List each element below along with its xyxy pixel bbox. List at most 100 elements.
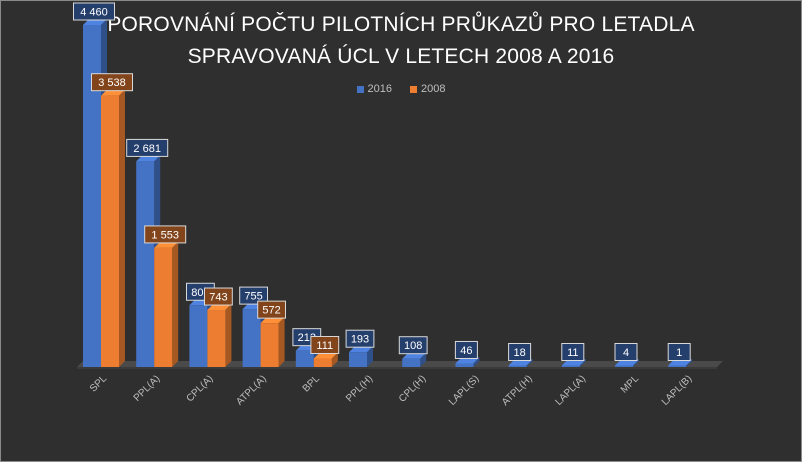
data-label-box: [310, 335, 340, 354]
bar-front-face: [295, 350, 314, 367]
data-label-text: 755: [244, 291, 262, 303]
data-label-text: 18: [513, 347, 525, 359]
legend: 2016 2008: [1, 83, 801, 95]
data-label-2008-ATPL(A): 572: [257, 300, 287, 319]
bar-side-face: [331, 352, 338, 367]
data-label-box: [144, 225, 187, 244]
legend-item-2016: 2016: [356, 83, 392, 95]
chart-floor: [77, 361, 723, 367]
data-label-2008-PPL(A): 1 553: [144, 225, 187, 244]
x-tick-label-CPL(A): CPL(A): [185, 373, 216, 404]
bar-side-face: [526, 359, 533, 367]
bar-front-face: [207, 310, 226, 367]
chart-title-line-2: SPRAVOVANÁ ÚCL V LETECH 2008 A 2016: [187, 45, 615, 68]
data-label-box: [239, 286, 268, 305]
data-label-text: 1 553: [151, 229, 179, 241]
data-label-box: [398, 336, 428, 355]
bar-side-face: [686, 359, 693, 367]
bar-front-face: [260, 323, 279, 367]
bar-front-face: [154, 247, 173, 367]
chart-floor-edge: [77, 367, 717, 369]
data-label-2008-CPL(A): 743: [204, 287, 233, 306]
data-label-box: [204, 287, 233, 306]
bar-side-face: [119, 89, 125, 368]
data-label-2016-PPL(A): 2 681: [126, 138, 169, 157]
data-label-2016-MPL: 4: [614, 343, 638, 361]
data-label-box: [561, 343, 585, 361]
bar-side-face: [278, 317, 285, 367]
data-label-text: 2 681: [133, 143, 161, 155]
bar-front-face: [615, 365, 633, 367]
legend-label-2008: 2008: [421, 83, 446, 95]
data-label-2016-PPL(H): 193: [345, 329, 375, 348]
data-label-2016-ATPL(A): 755: [239, 286, 268, 305]
bar-front-face: [313, 358, 332, 367]
x-tick-label-CPL(H): CPL(H): [397, 373, 428, 404]
data-label-text: 1: [676, 347, 682, 359]
data-label-text: 11: [567, 347, 578, 359]
data-label-box: [257, 300, 287, 319]
data-label-text: 108: [404, 340, 422, 352]
data-label-box: [345, 329, 375, 348]
data-label-text: 743: [209, 292, 227, 304]
x-tick-label-PPL(H): PPL(H): [344, 373, 375, 404]
bar-2008-CPL(A): [207, 304, 232, 367]
x-tick-label-LAPL(A): LAPL(A): [553, 373, 588, 408]
bar-front-face: [83, 25, 101, 367]
data-label-box: [614, 343, 638, 361]
data-label-text: 111: [316, 340, 333, 352]
x-tick-label-SPL: SPL: [88, 373, 109, 394]
x-tick-label-MPL: MPL: [619, 373, 642, 396]
bar-side-face: [473, 357, 480, 367]
x-tick-label-LAPL(S): LAPL(S): [447, 373, 482, 408]
bar-front-face: [242, 309, 261, 367]
data-label-2008-SPL: 3 538: [91, 73, 133, 92]
bar-2008-SPL: [101, 89, 125, 368]
bar-front-face: [349, 352, 367, 367]
bar-side-face: [172, 241, 179, 367]
data-label-2016-LAPL(B): 1: [667, 343, 691, 361]
x-tick-label-BPL: BPL: [301, 373, 322, 394]
x-tick-label-ATPL(A): ATPL(A): [234, 373, 268, 407]
legend-swatch-2008: [410, 85, 417, 93]
bar-front-face: [101, 95, 119, 368]
bar-side-face: [367, 346, 373, 367]
data-label-2016-LAPL(S): 46: [454, 340, 478, 359]
bar-front-face: [189, 305, 208, 367]
data-label-box: [126, 138, 169, 157]
data-label-box: [508, 343, 532, 361]
bar-2016-PPL(H): [349, 346, 373, 367]
bar-side-face: [579, 359, 586, 367]
bar-front-face: [561, 365, 580, 367]
bar-front-face: [402, 358, 421, 367]
x-tick-label-LAPL(B): LAPL(B): [660, 373, 695, 408]
bar-front-face: [455, 363, 474, 367]
legend-label-2016: 2016: [367, 83, 392, 95]
data-label-2016-ATPL(H): 18: [508, 343, 532, 361]
data-label-box: [73, 2, 115, 21]
bar-side-face: [633, 359, 639, 367]
data-label-2016-LAPL(A): 11: [561, 343, 585, 361]
legend-item-2008: 2008: [410, 83, 445, 95]
data-label-box: [91, 73, 133, 92]
bar-front-face: [508, 365, 527, 367]
data-label-box: [454, 340, 478, 359]
bar-side-face: [225, 304, 232, 367]
bar-front-face: [136, 161, 155, 367]
legend-swatch-2016: [356, 85, 364, 93]
data-label-text: 4: [623, 347, 629, 359]
chart-title-line-1: POROVNÁNÍ POČTU PILOTNÍCH PRŮKAZŮ PRO LE…: [107, 13, 695, 36]
x-tick-label-ATPL(H): ATPL(H): [500, 373, 535, 408]
data-label-2016-CPL(H): 108: [398, 336, 428, 355]
data-label-text: 3 538: [98, 77, 126, 89]
data-label-2016-SPL: 4 460: [73, 2, 115, 21]
bar-front-face: [668, 365, 687, 367]
data-label-box: [667, 343, 691, 361]
data-label-2008-BPL: 111: [310, 335, 340, 354]
data-label-text: 46: [460, 345, 472, 357]
bar-side-face: [420, 352, 427, 367]
x-tick-label-PPL(A): PPL(A): [132, 373, 163, 404]
data-label-text: 572: [262, 305, 280, 317]
